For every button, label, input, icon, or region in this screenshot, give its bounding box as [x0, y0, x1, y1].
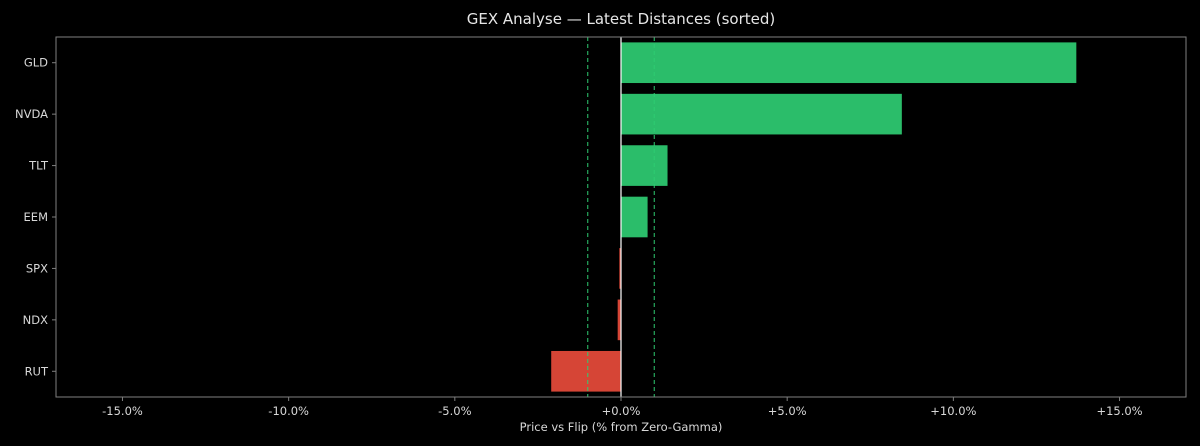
x-tick-label: +0.0%: [602, 404, 641, 418]
plot-area: GLD NVDA TLT EEM SPX NDX RUT -15.0% -10.0% -5.0% +…: [15, 36, 1187, 418]
y-tick-label-spx: SPX: [26, 261, 48, 275]
y-tick-label-ndx: NDX: [23, 313, 48, 327]
y-tick-label-eem: EEM: [24, 210, 48, 224]
x-tick-label: -5.0%: [438, 404, 471, 418]
y-tick-label-nvda: NVDA: [15, 107, 48, 121]
x-tick-label: +10.0%: [930, 404, 976, 418]
bar-gld: [621, 42, 1077, 84]
x-tick-label: -10.0%: [268, 404, 309, 418]
bar-tlt: [621, 145, 668, 186]
chart-title: GEX Analyse — Latest Distances (sorted): [467, 10, 776, 28]
y-tick-label-gld: GLD: [24, 56, 48, 70]
bar-rut: [551, 350, 621, 392]
x-axis-label: Price vs Flip (% from Zero-Gamma): [520, 420, 723, 434]
y-tick-label-tlt: TLT: [28, 159, 49, 173]
bar-nvda: [621, 93, 902, 135]
y-tick-label-rut: RUT: [25, 364, 49, 378]
x-tick-label: +5.0%: [768, 404, 807, 418]
bar-eem: [621, 196, 648, 238]
x-tick-label: +15.0%: [1096, 404, 1142, 418]
x-tick-label: -15.0%: [102, 404, 143, 418]
bar-ndx: [617, 299, 621, 341]
bar-spx: [619, 248, 621, 289]
